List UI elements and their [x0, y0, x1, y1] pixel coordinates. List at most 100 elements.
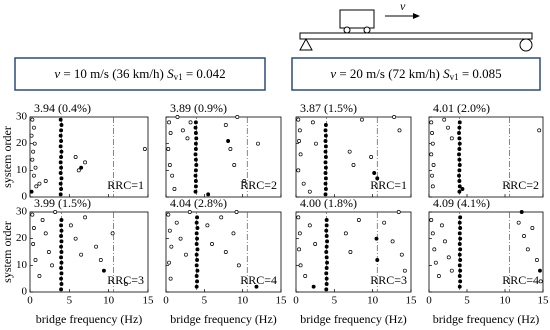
data-point: [256, 141, 260, 146]
data-point: [396, 210, 401, 214]
roughness-symbol: S: [443, 66, 450, 81]
data-point: [324, 218, 329, 222]
bridge-beam: [299, 32, 533, 40]
data-point: [33, 258, 38, 262]
data-point: [31, 149, 36, 154]
vehicle-bridge-sketch: v: [299, 0, 533, 52]
panel-label: RRC=4: [240, 273, 277, 287]
data-point: [432, 247, 437, 252]
roller-support: [519, 38, 533, 52]
data-point: [431, 163, 436, 167]
data-point: [83, 215, 88, 220]
data-point: [430, 131, 434, 135]
data-point: [457, 189, 462, 194]
data-point: [59, 250, 64, 254]
speed-symbol: v: [330, 66, 336, 81]
data-point: [310, 120, 315, 125]
data-point: [324, 234, 329, 238]
x-axis-label: bridge frequency (Hz): [433, 312, 540, 326]
speed: = 10 m/s (36 km/h): [60, 66, 167, 81]
x-tick-label: 0: [426, 295, 432, 307]
roughness-symbol: S: [167, 66, 174, 81]
data-point: [231, 231, 236, 236]
velocity-symbol: v: [400, 0, 406, 13]
data-point: [298, 152, 303, 157]
panel-annotation: 3.87 (1.5%): [300, 101, 357, 115]
data-point: [193, 189, 198, 194]
data-point: [195, 258, 199, 262]
data-point: [59, 218, 64, 222]
plot-frame: [428, 116, 544, 198]
data-point: [457, 152, 461, 157]
data-point: [457, 125, 462, 130]
data-point: [449, 268, 454, 273]
data-point: [446, 125, 450, 130]
data-point: [178, 236, 183, 241]
data-point: [194, 274, 199, 278]
data-point: [58, 133, 63, 138]
data-point: [59, 255, 64, 260]
data-point: [234, 210, 239, 214]
data-point: [170, 173, 175, 178]
data-point: [59, 165, 64, 170]
data-point: [193, 131, 198, 135]
data-point: [59, 234, 64, 238]
data-point: [73, 155, 78, 159]
data-point: [223, 250, 228, 254]
data-point: [232, 163, 237, 167]
speed-symbol: v: [54, 66, 60, 81]
data-point: [324, 250, 329, 254]
data-point: [323, 181, 328, 186]
data-point: [458, 247, 463, 252]
data-point: [429, 218, 434, 222]
roughness: = 0.085: [459, 66, 502, 81]
pin-support: [299, 37, 313, 51]
data-point: [254, 284, 259, 289]
data-point: [31, 242, 36, 246]
data-point: [457, 173, 461, 178]
data-point: [167, 120, 172, 125]
data-point: [356, 218, 361, 222]
data-point: [457, 141, 462, 146]
data-point: [392, 115, 397, 119]
panel-annotation: 3.89 (0.9%): [170, 101, 227, 115]
data-point: [194, 284, 199, 289]
data-point: [59, 228, 64, 233]
x-tick-label: 0: [163, 295, 169, 307]
panel-annotation: 4.01 (2.0%): [433, 101, 490, 115]
data-point: [34, 184, 39, 189]
data-point: [46, 250, 51, 254]
data-point: [516, 220, 521, 225]
data-point: [430, 184, 435, 189]
data-point: [58, 117, 63, 122]
y-axis-label: system order: [0, 126, 14, 188]
data-point: [323, 187, 328, 191]
data-point: [193, 179, 198, 183]
data-point: [166, 147, 171, 151]
data-point: [324, 255, 329, 260]
data-point: [458, 268, 463, 273]
data-point: [58, 144, 63, 149]
data-point: [195, 236, 199, 241]
data-point: [323, 176, 328, 181]
x-tick-label: 5: [464, 295, 470, 307]
data-point: [375, 258, 380, 262]
data-point: [188, 120, 193, 125]
data-point: [235, 115, 240, 119]
data-point: [430, 173, 434, 178]
data-point: [348, 250, 353, 254]
data-point: [194, 220, 199, 225]
data-point: [323, 171, 328, 175]
x-axis-label: bridge frequency (Hz): [300, 312, 407, 326]
x-tick-label: 15: [538, 295, 550, 307]
data-point: [206, 192, 211, 197]
case-box: [291, 57, 541, 91]
data-point: [311, 284, 316, 289]
data-point: [297, 128, 302, 133]
data-point: [76, 168, 81, 173]
panel-annotation: 3.94 (0.4%): [34, 101, 91, 115]
data-point: [53, 210, 58, 214]
panel-annotation: 4.09 (4.1%): [433, 196, 490, 210]
data-point: [296, 168, 301, 173]
data-point: [301, 181, 306, 186]
